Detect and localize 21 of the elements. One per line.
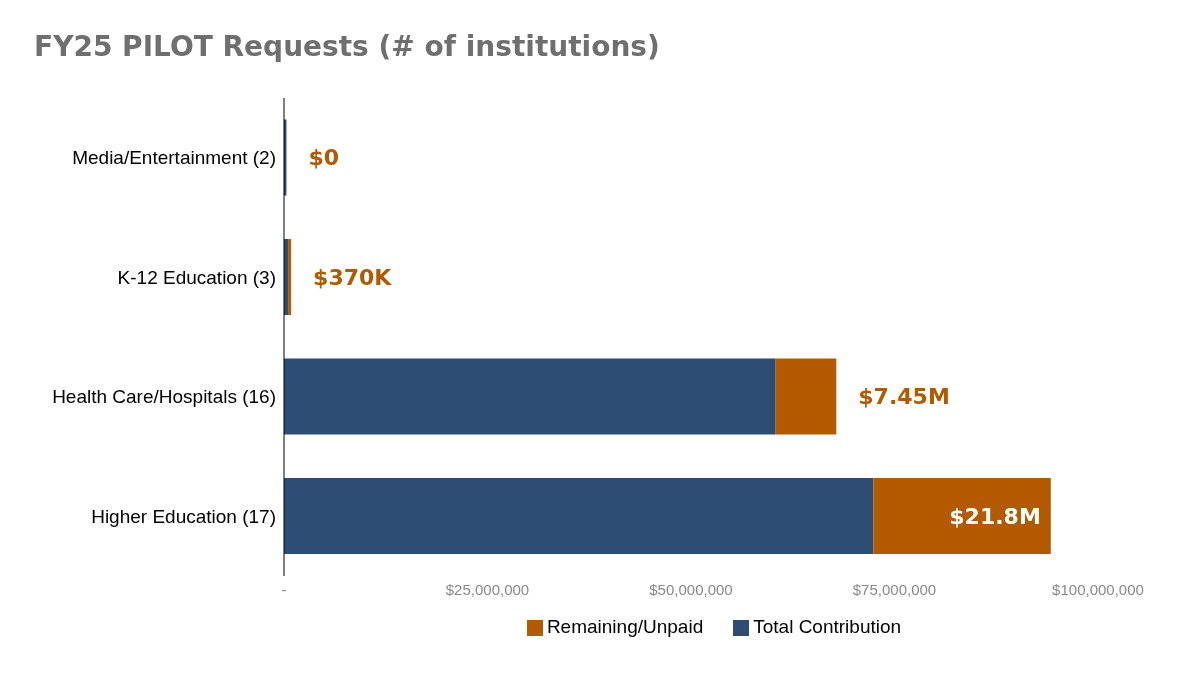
bar bbox=[775, 358, 837, 435]
y-tick-label: Health Care/Hospitals (16) bbox=[52, 386, 276, 408]
data-label: $0 bbox=[308, 145, 340, 171]
data-label: $7.45M bbox=[858, 384, 950, 410]
x-tick-label: $75,000,000 bbox=[852, 580, 937, 598]
bar bbox=[873, 478, 1051, 555]
y-tick-label: Higher Education (17) bbox=[91, 505, 276, 527]
bar bbox=[284, 478, 874, 555]
x-tick-label: $50,000,000 bbox=[649, 580, 733, 598]
y-tick-label: K-12 Education (3) bbox=[117, 266, 276, 288]
data-label: $370K bbox=[313, 264, 393, 290]
legend-label: Remaining/Unpaid bbox=[546, 616, 704, 637]
data-label: $21.8M bbox=[949, 503, 1041, 529]
bar bbox=[284, 358, 776, 435]
legend-label: Total Contribution bbox=[753, 616, 902, 637]
bar bbox=[288, 239, 292, 316]
x-tick-label: $100,000,000 bbox=[1052, 580, 1144, 598]
x-tick-label: $25,000,000 bbox=[445, 580, 530, 598]
x-tick-label: - bbox=[281, 580, 287, 598]
y-tick-label: Media/Entertainment (2) bbox=[72, 147, 276, 169]
chart-title: FY25 PILOT Requests (# of institutions) bbox=[34, 30, 660, 63]
